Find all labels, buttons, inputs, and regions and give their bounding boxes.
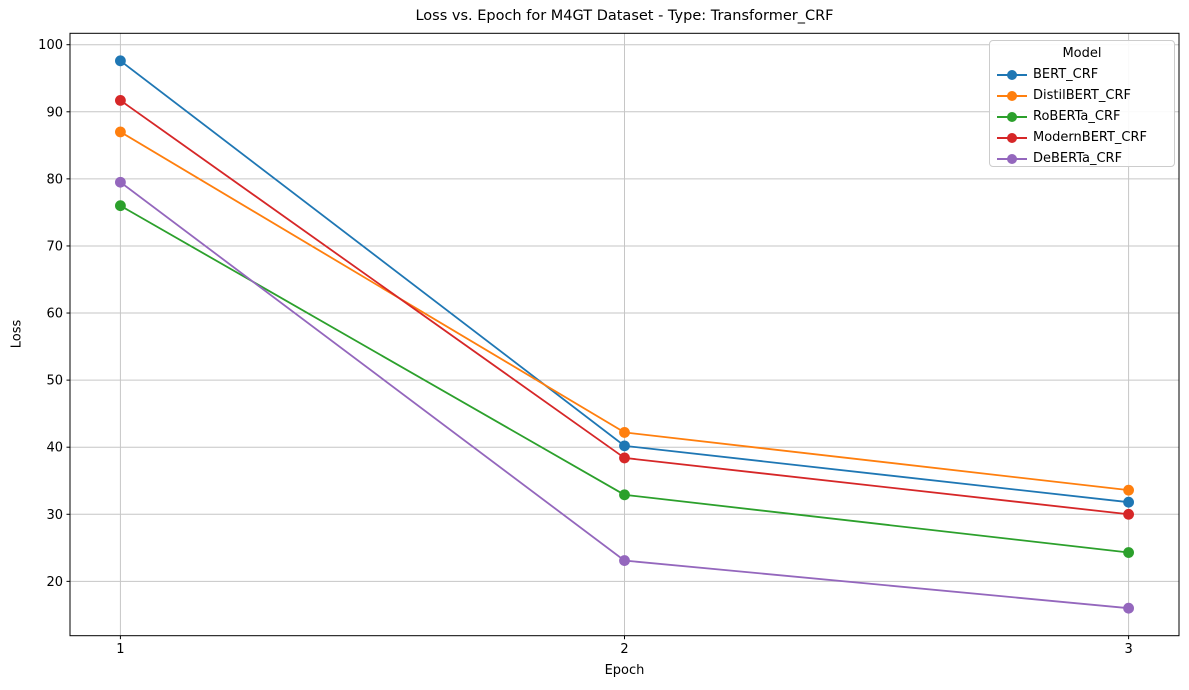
data-point-roberta_crf	[115, 200, 126, 212]
data-point-deberta_crf	[619, 555, 630, 566]
legend-line-marker-icon	[997, 132, 1027, 144]
y-axis-label: Loss	[9, 319, 25, 349]
legend-label: BERT_CRF	[1033, 67, 1099, 82]
legend-item: DeBERTa_CRF	[990, 148, 1174, 169]
legend: Model BERT_CRF DistilBERT_CRF RoBERTa_CR…	[989, 40, 1175, 167]
legend-label: RoBERTa_CRF	[1033, 109, 1121, 124]
data-point-distilbert_crf	[115, 126, 126, 138]
y-tick-label: 20	[46, 575, 63, 590]
chart-title: Loss vs. Epoch for M4GT Dataset - Type: …	[415, 8, 834, 24]
legend-line-marker-icon	[997, 111, 1027, 123]
data-point-modernbert_crf	[115, 94, 126, 106]
data-point-roberta_crf	[1123, 547, 1134, 558]
legend-label: ModernBERT_CRF	[1033, 130, 1148, 145]
data-point-distilbert_crf	[619, 427, 630, 438]
y-tick-label: 90	[46, 105, 63, 120]
y-tick-label: 80	[46, 172, 63, 187]
data-point-roberta_crf	[619, 489, 630, 501]
legend-title: Model	[1062, 46, 1102, 61]
data-point-deberta_crf	[115, 176, 126, 188]
data-point-bert_crf	[115, 55, 126, 67]
x-tick-label: 2	[620, 642, 628, 657]
legend-item: DistilBERT_CRF	[990, 85, 1174, 106]
legend-label: DeBERTa_CRF	[1033, 151, 1123, 166]
legend-line-marker-icon	[997, 90, 1027, 102]
legend-item: ModernBERT_CRF	[990, 127, 1174, 148]
x-axis-label: Epoch	[604, 663, 645, 678]
x-tick-label: 3	[1124, 642, 1132, 657]
data-point-bert_crf	[619, 440, 630, 452]
data-point-modernbert_crf	[619, 452, 630, 464]
y-tick-label: 30	[46, 508, 63, 523]
y-tick-label: 40	[46, 441, 63, 456]
legend-label: DistilBERT_CRF	[1033, 88, 1131, 103]
y-tick-label: 70	[46, 239, 63, 254]
y-tick-label: 60	[46, 307, 63, 322]
legend-line-marker-icon	[997, 69, 1027, 81]
x-tick-label: 1	[116, 642, 124, 657]
y-tick-label: 50	[46, 374, 63, 389]
legend-line-marker-icon	[997, 153, 1027, 165]
data-point-bert_crf	[1123, 496, 1134, 508]
y-tick-label: 100	[38, 38, 63, 53]
legend-item: BERT_CRF	[990, 64, 1174, 85]
data-point-modernbert_crf	[1123, 508, 1134, 520]
data-point-deberta_crf	[1123, 602, 1134, 614]
legend-item: RoBERTa_CRF	[990, 106, 1174, 127]
data-point-distilbert_crf	[1123, 484, 1134, 496]
